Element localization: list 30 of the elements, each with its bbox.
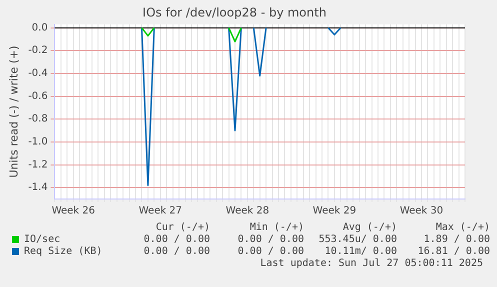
text: 1.89 / 0.00 (422, 234, 490, 245)
chart-title: IOs for /dev/loop28 - by month (142, 5, 326, 20)
text: 0.00 / 0.00 (142, 234, 210, 245)
text: Avg (-/+) (342, 222, 397, 233)
x-tick-label: Week 27 (138, 206, 182, 217)
legend-label: IO/sec (23, 234, 62, 245)
text: 0.00 / 0.00 (142, 246, 210, 257)
y-tick-label: -1.2 (28, 159, 48, 170)
text: 10.11m/ 0.00 (324, 246, 397, 257)
text: Max (-/+) (434, 222, 490, 233)
text: Min (-/+) (248, 222, 304, 233)
y-tick-label: -0.2 (28, 45, 48, 56)
text: 16.81 / 0.00 (416, 246, 490, 257)
y-tick-label: -0.8 (28, 114, 48, 125)
y-tick-label: -1.0 (28, 136, 48, 148)
x-tick-label: Week 29 (312, 206, 356, 217)
y-axis-title: Units read (-) / write (+) (7, 46, 20, 178)
text: Last update: Sun Jul 27 05:00:11 2025 (260, 258, 483, 269)
x-tick-label: Week 26 (52, 206, 96, 217)
y-tick-label: -0.6 (28, 90, 48, 102)
text: Cur (-/+) (154, 222, 210, 233)
text: 553.45u/ 0.00 (318, 234, 397, 245)
legend-label: Req Size (KB) (23, 246, 104, 257)
y-tick-label: -1.4 (28, 182, 48, 194)
y-tick-label: -0.4 (28, 68, 48, 80)
x-tick-label: Week 30 (400, 206, 444, 217)
y-tick-label: 0.0 (32, 22, 48, 34)
x-tick-label: Week 28 (226, 206, 270, 217)
text: 0.00 / 0.00 (236, 246, 304, 257)
text: 0.00 / 0.00 (236, 234, 304, 245)
